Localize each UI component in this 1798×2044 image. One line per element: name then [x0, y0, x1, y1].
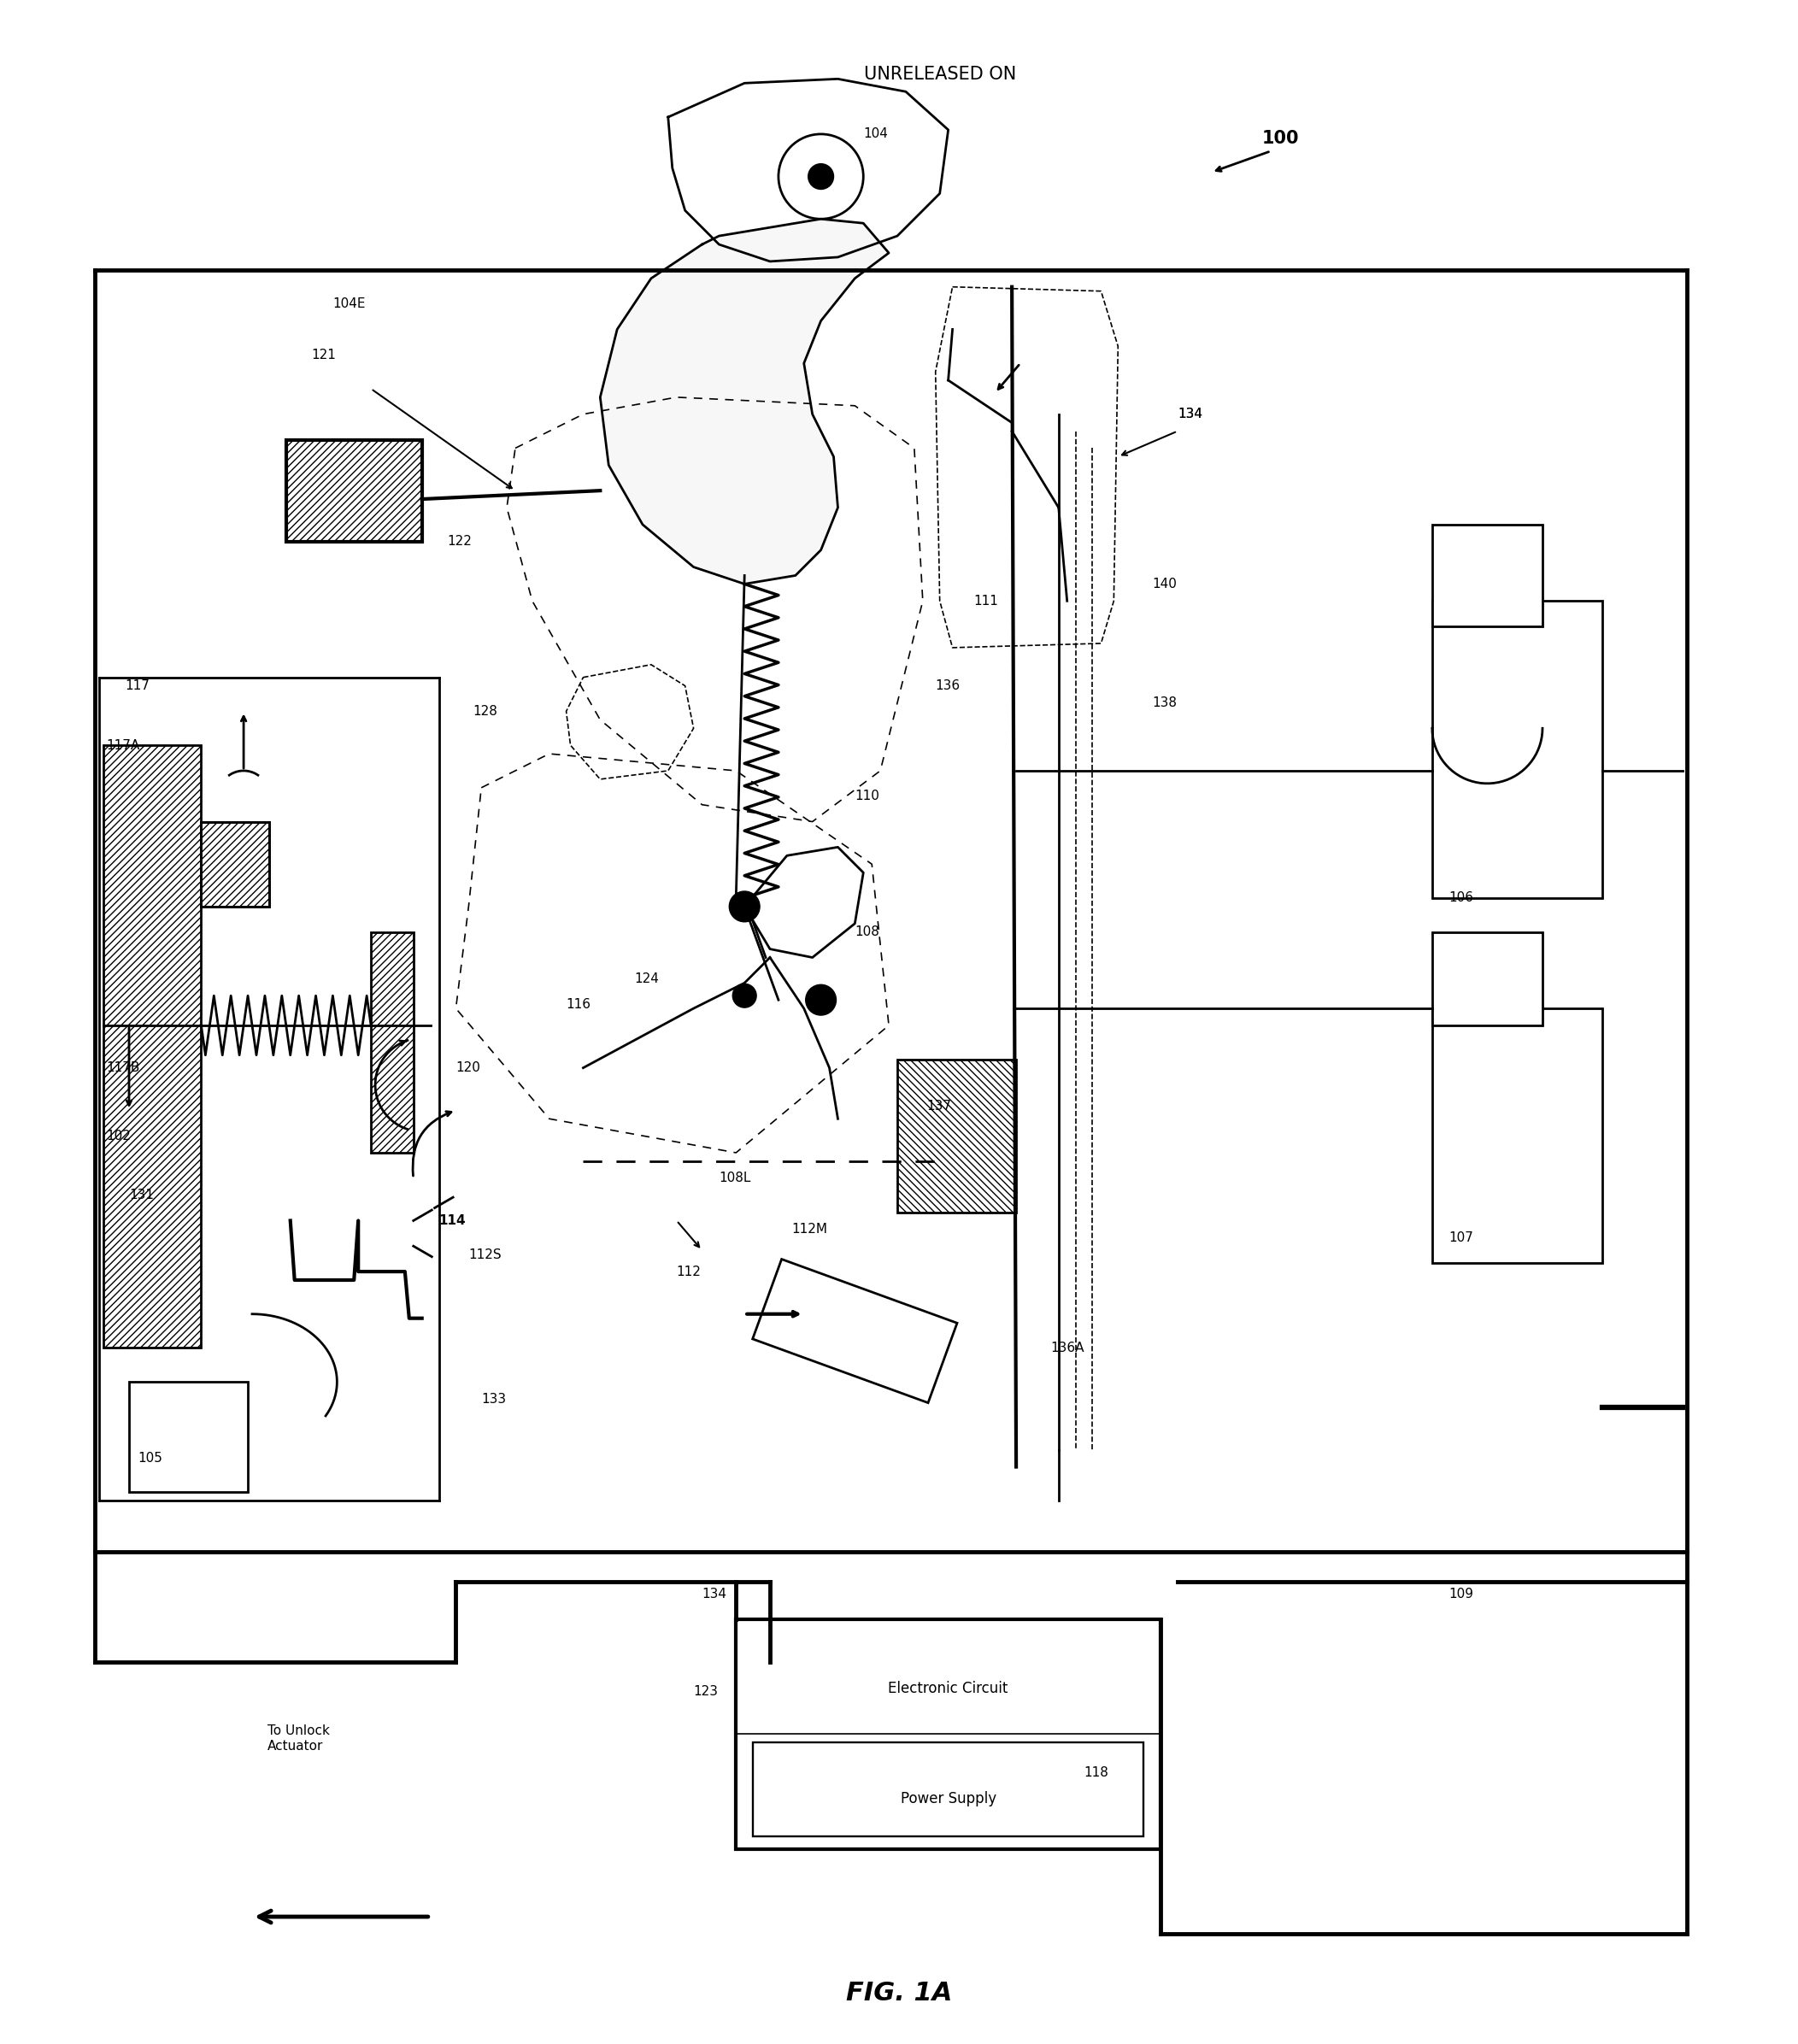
- Text: 128: 128: [473, 705, 498, 717]
- Bar: [1433, 932, 1543, 1026]
- Text: 108L: 108L: [719, 1171, 752, 1186]
- Text: 104E: 104E: [333, 298, 365, 311]
- Text: 134: 134: [701, 1588, 726, 1600]
- Text: 114: 114: [439, 1214, 466, 1226]
- Circle shape: [730, 891, 761, 922]
- Bar: [201, 822, 270, 908]
- Text: 117B: 117B: [106, 1061, 140, 1075]
- Polygon shape: [601, 219, 888, 585]
- Text: 116: 116: [566, 997, 592, 1010]
- Text: 109: 109: [1449, 1588, 1474, 1600]
- Text: 123: 123: [694, 1686, 719, 1699]
- Text: 107: 107: [1449, 1230, 1474, 1245]
- Text: 110: 110: [854, 789, 879, 803]
- Polygon shape: [744, 846, 863, 957]
- Text: 134: 134: [1178, 409, 1203, 421]
- Text: 112: 112: [676, 1265, 701, 1278]
- Text: 136A: 136A: [1050, 1341, 1084, 1355]
- Text: 117A: 117A: [106, 738, 140, 752]
- Text: 111: 111: [975, 595, 998, 607]
- Bar: [753, 1259, 957, 1402]
- Text: 102: 102: [106, 1130, 131, 1143]
- Text: 112S: 112S: [469, 1249, 502, 1261]
- Bar: [1433, 1008, 1602, 1263]
- Text: 134: 134: [1178, 409, 1203, 421]
- Text: To Unlock
Actuator: To Unlock Actuator: [268, 1725, 329, 1752]
- Text: Power Supply: Power Supply: [901, 1791, 996, 1807]
- Polygon shape: [669, 80, 948, 262]
- Text: 136: 136: [935, 679, 960, 693]
- Bar: [370, 932, 414, 1153]
- Circle shape: [732, 983, 757, 1008]
- Text: 112M: 112M: [791, 1222, 827, 1235]
- Text: 121: 121: [311, 347, 336, 362]
- Bar: [897, 1059, 1016, 1212]
- Text: 118: 118: [1084, 1766, 1109, 1778]
- Circle shape: [807, 164, 834, 190]
- Text: 140: 140: [1153, 578, 1176, 591]
- Text: 100: 100: [1262, 129, 1300, 147]
- Bar: [129, 1382, 248, 1492]
- Text: 122: 122: [448, 536, 473, 548]
- Bar: [201, 822, 270, 908]
- Text: 131: 131: [129, 1190, 155, 1202]
- Bar: [735, 1619, 1160, 1850]
- Text: 137: 137: [928, 1100, 951, 1112]
- Bar: [753, 1744, 1144, 1836]
- Text: 124: 124: [635, 973, 658, 985]
- Text: 138: 138: [1153, 697, 1176, 709]
- Text: 105: 105: [137, 1451, 162, 1466]
- Circle shape: [806, 985, 836, 1016]
- Text: FIG. 1A: FIG. 1A: [845, 1981, 953, 2005]
- Bar: [1433, 525, 1543, 625]
- Text: 117: 117: [124, 679, 149, 693]
- Bar: [104, 746, 201, 1347]
- Bar: [1433, 601, 1602, 897]
- Text: 120: 120: [457, 1061, 480, 1075]
- Text: Electronic Circuit: Electronic Circuit: [888, 1680, 1009, 1697]
- Text: 106: 106: [1449, 891, 1474, 905]
- Text: UNRELEASED ON: UNRELEASED ON: [863, 65, 1016, 84]
- Text: 133: 133: [482, 1392, 507, 1406]
- Text: 108: 108: [854, 926, 879, 938]
- Bar: [286, 439, 423, 542]
- Text: 104: 104: [863, 127, 888, 141]
- Circle shape: [779, 135, 863, 219]
